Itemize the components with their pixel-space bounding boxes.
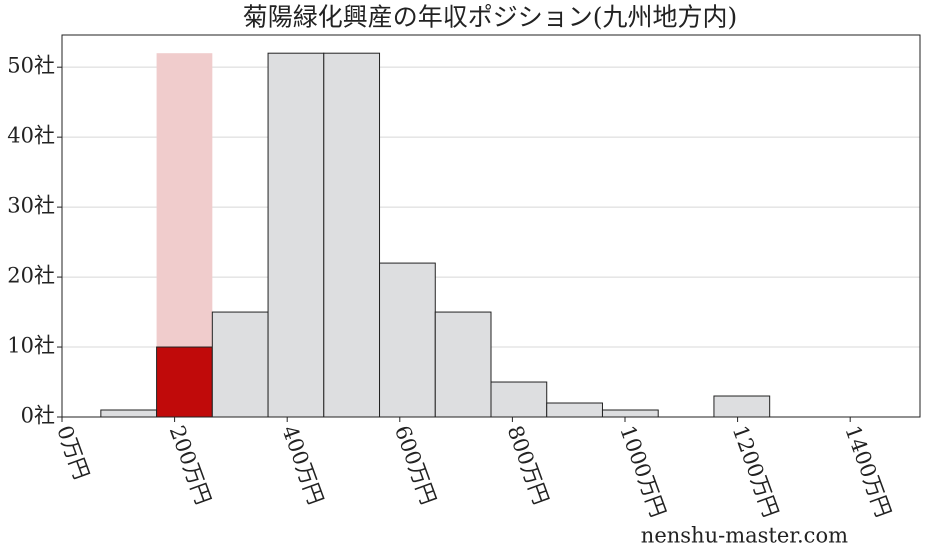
bar	[490, 381, 548, 418]
y-tick-label: 50社	[7, 54, 55, 78]
plot-frame	[61, 34, 921, 418]
y-tick-label: 20社	[7, 264, 55, 288]
x-tick-label: 200万円	[165, 422, 216, 507]
x-tick-label: 1000万円	[615, 422, 670, 520]
bar	[100, 409, 158, 418]
bar	[379, 262, 436, 418]
y-tick-label: 40社	[7, 124, 55, 148]
x-tick-label: 400万円	[277, 422, 328, 507]
y-tick-label: 10社	[7, 334, 55, 358]
chart-title: 菊陽緑化興産の年収ポジション(九州地方内)	[243, 3, 738, 32]
bar	[211, 311, 269, 418]
bar	[434, 311, 492, 418]
bar	[546, 402, 603, 418]
bar	[323, 52, 381, 418]
x-tick-label: 0万円	[52, 422, 93, 482]
x-tick-label: 1400万円	[840, 422, 895, 520]
bar	[601, 409, 659, 418]
bar	[156, 346, 213, 418]
bar	[713, 395, 771, 418]
x-tick-label: 600万円	[390, 422, 441, 507]
watermark: nenshu-master.com	[641, 524, 848, 548]
bar	[267, 52, 325, 418]
y-tick-label: 0社	[21, 404, 55, 428]
x-tick-label: 800万円	[503, 422, 554, 507]
y-tick-label: 30社	[7, 194, 55, 218]
x-tick-label: 1200万円	[728, 422, 783, 520]
